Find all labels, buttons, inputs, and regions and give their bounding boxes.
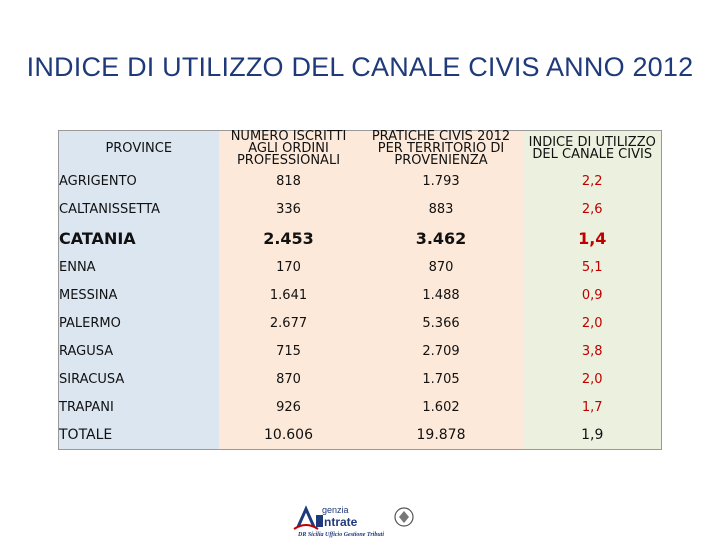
province-cell: SIRACUSA — [58, 365, 219, 393]
table-row: MESSINA 1.641 1.488 0,9 — [58, 281, 662, 309]
table-row: SIRACUSA 870 1.705 2,0 — [58, 365, 662, 393]
table-row: PALERMO 2.677 5.366 2,0 — [58, 309, 662, 337]
indice-cell: 0,9 — [523, 281, 662, 309]
indice-cell: 1,7 — [523, 393, 662, 421]
header-pratiche: PRATICHE CIVIS 2012 PER TERRITORIO DI PR… — [358, 130, 524, 167]
pratiche-cell: 1.602 — [358, 393, 524, 421]
iscritti-cell: 10.606 — [218, 421, 359, 450]
pratiche-cell: 1.488 — [358, 281, 524, 309]
indice-cell: 1,9 — [523, 421, 662, 450]
indice-cell: 5,1 — [523, 253, 662, 281]
indice-cell: 2,0 — [523, 309, 662, 337]
indice-cell: 2,6 — [523, 195, 662, 223]
civis-index-table: PROVINCE NUMERO ISCRITTI AGLI ORDINI PRO… — [58, 130, 662, 450]
header-iscritti: NUMERO ISCRITTI AGLI ORDINI PROFESSIONAL… — [218, 130, 359, 167]
province-cell: TOTALE — [58, 421, 219, 450]
table-row: CALTANISSETTA 336 883 2,6 — [58, 195, 662, 223]
table-row: CATANIA 2.453 3.462 1,4 — [58, 223, 662, 253]
agenzia-entrate-logo: genzia ntrate DR Sicilia Ufficio Gestion… — [293, 505, 414, 538]
iscritti-cell: 870 — [218, 365, 359, 393]
iscritti-cell: 2.677 — [218, 309, 359, 337]
header-province: PROVINCE — [58, 130, 219, 167]
pratiche-cell: 19.878 — [358, 421, 524, 450]
province-cell: ENNA — [58, 253, 219, 281]
pratiche-cell: 1.705 — [358, 365, 524, 393]
province-cell: PALERMO — [58, 309, 219, 337]
province-cell: CALTANISSETTA — [58, 195, 219, 223]
indice-cell: 1,4 — [523, 223, 662, 253]
indice-cell: 2,0 — [523, 365, 662, 393]
pratiche-cell: 883 — [358, 195, 524, 223]
iscritti-cell: 818 — [218, 167, 359, 195]
table-row: TRAPANI 926 1.602 1,7 — [58, 393, 662, 421]
province-cell: AGRIGENTO — [58, 167, 219, 195]
province-cell: MESSINA — [58, 281, 219, 309]
iscritti-cell: 170 — [218, 253, 359, 281]
table-header-row: PROVINCE NUMERO ISCRITTI AGLI ORDINI PRO… — [58, 130, 662, 167]
pratiche-cell: 3.462 — [358, 223, 524, 253]
iscritti-cell: 336 — [218, 195, 359, 223]
province-cell: TRAPANI — [58, 393, 219, 421]
logo-line1: genzia — [322, 505, 349, 515]
table-row: RAGUSA 715 2.709 3,8 — [58, 337, 662, 365]
province-cell: CATANIA — [58, 223, 219, 253]
total-row: TOTALE 10.606 19.878 1,9 — [58, 421, 662, 450]
pratiche-cell: 2.709 — [358, 337, 524, 365]
iscritti-cell: 715 — [218, 337, 359, 365]
indice-cell: 3,8 — [523, 337, 662, 365]
iscritti-cell: 926 — [218, 393, 359, 421]
pratiche-cell: 870 — [358, 253, 524, 281]
table-row: ENNA 170 870 5,1 — [58, 253, 662, 281]
pratiche-cell: 1.793 — [358, 167, 524, 195]
iscritti-cell: 2.453 — [218, 223, 359, 253]
province-cell: RAGUSA — [58, 337, 219, 365]
indice-cell: 2,2 — [523, 167, 662, 195]
page-title: INDICE DI UTILIZZO DEL CANALE CIVIS ANNO… — [26, 52, 694, 82]
logo-caption: DR Sicilia Ufficio Gestione Tributi — [297, 532, 384, 538]
table-row: AGRIGENTO 818 1.793 2,2 — [58, 167, 662, 195]
iscritti-cell: 1.641 — [218, 281, 359, 309]
logo-line2: ntrate — [324, 515, 358, 529]
header-indice: INDICE DI UTILIZZO DEL CANALE CIVIS — [523, 130, 662, 167]
pratiche-cell: 5.366 — [358, 309, 524, 337]
